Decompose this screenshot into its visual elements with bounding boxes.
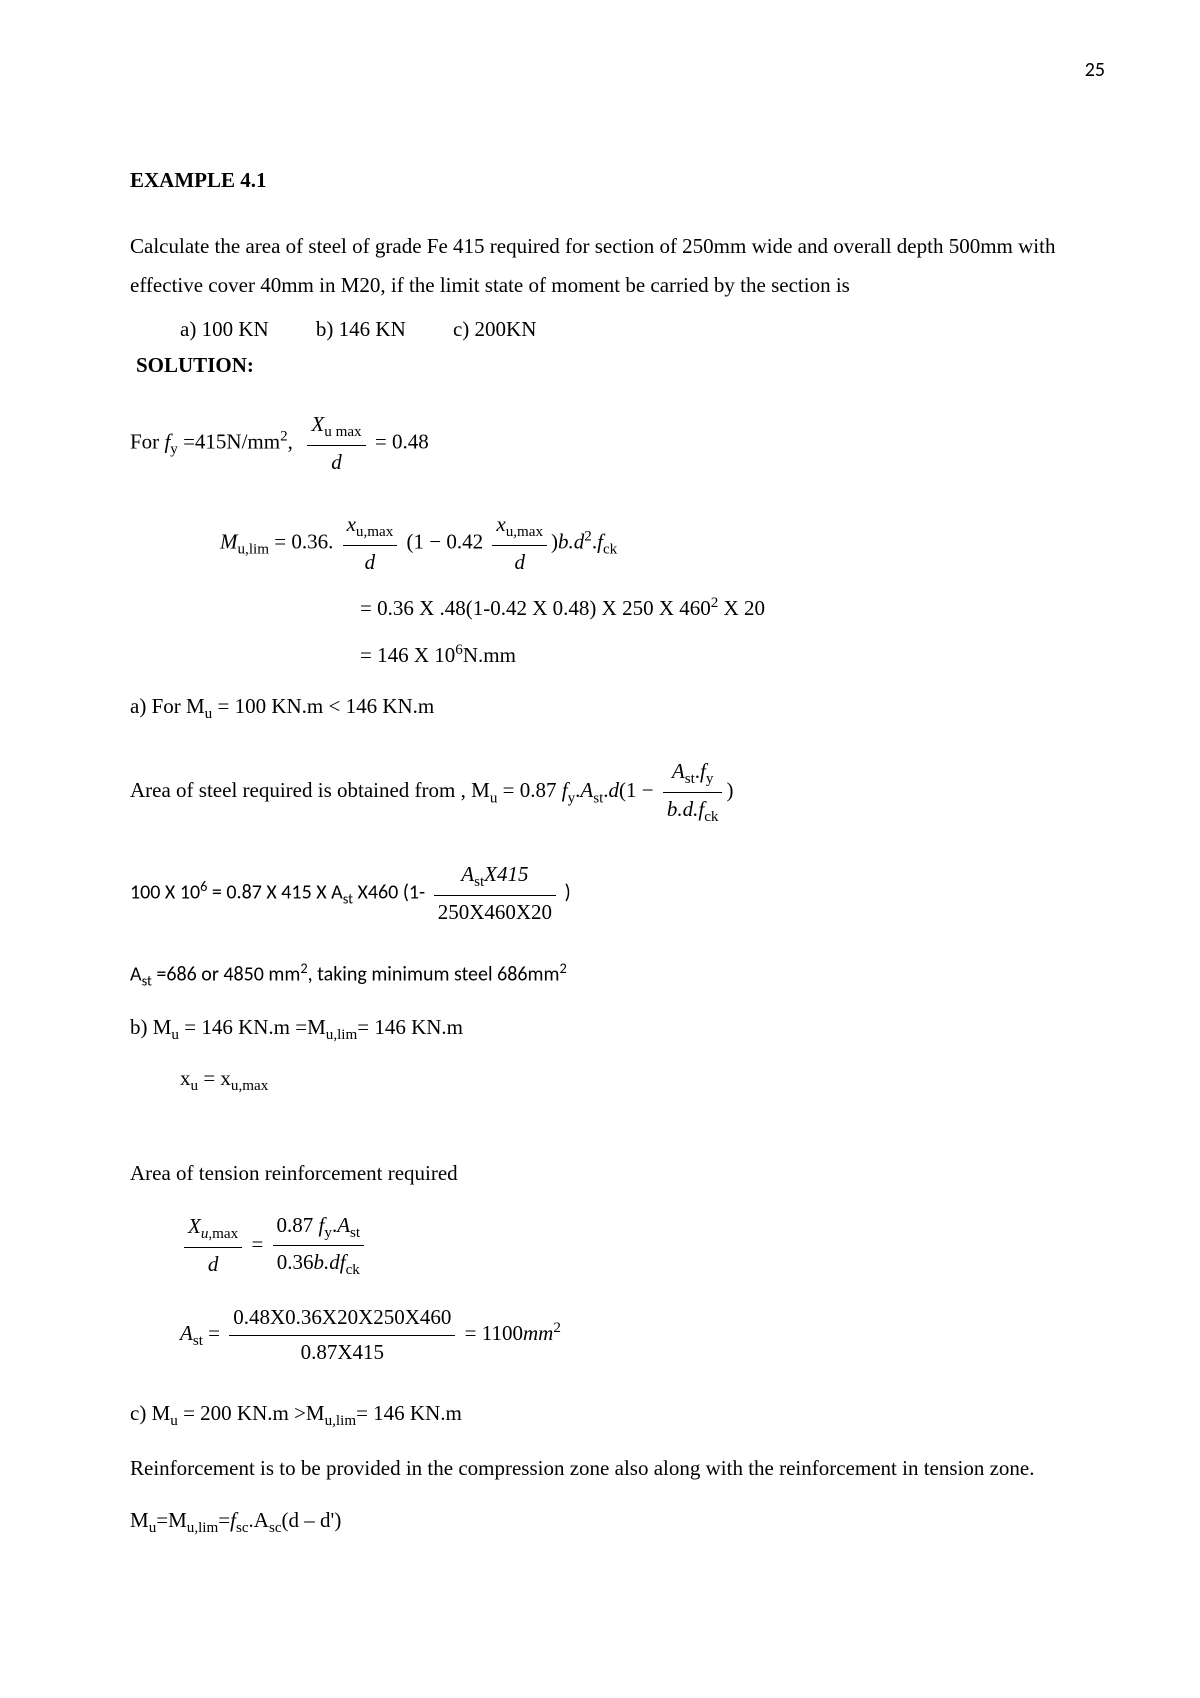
page: 25 EXAMPLE 4.1 Calculate the area of ste… [0, 0, 1200, 1698]
part-b-tail: = 146 KN.m [357, 1015, 463, 1039]
part-b-pre: b) M [130, 1015, 171, 1039]
part-b-mid: = 146 KN.m =M [179, 1015, 326, 1039]
ast-result-pre: A [130, 963, 142, 987]
part-c-line: c) Mu = 200 KN.m >Mu,lim= 146 KN.m [130, 1398, 1070, 1433]
area-steel-pre: Area of steel required is obtained from … [130, 778, 490, 802]
page-number: 25 [1085, 55, 1105, 85]
option-b: b) 146 KN [316, 317, 406, 341]
xu-num2: x [496, 512, 505, 536]
fy-rhs: = 0.48 [375, 430, 429, 454]
problem-line-1: Calculate the area of steel of grade Fe … [130, 234, 1055, 258]
bd2-pre: ) [551, 529, 558, 553]
eq100-tail: ) [565, 880, 571, 904]
xu-mid: = x [198, 1066, 231, 1090]
ast-calc-den: 0.87X415 [229, 1336, 455, 1369]
final-tail: (d – d') [282, 1508, 342, 1532]
ast-calc-result: 1100 [482, 1321, 523, 1345]
bd2: b.d [558, 529, 584, 553]
mulim-036: = 0.36. [274, 529, 333, 553]
solution-label: SOLUTION: [136, 350, 1070, 382]
part-c-mid: = 200 KN.m >M [178, 1401, 325, 1425]
mulim-result2-pre: = 146 X 10 [360, 643, 455, 667]
xu-sub1: u,max [356, 524, 393, 540]
xumax-den2: d [184, 1248, 242, 1281]
part-c-tail: = 146 KN.m [356, 1401, 462, 1425]
ast-calc-line: Ast = 0.48X0.36X20X250X460 0.87X415 = 11… [180, 1302, 1070, 1368]
mulim-eq-2: = 0.36 X .48(1-0.42 X 0.48) X 250 X 4602… [360, 592, 1070, 625]
frac415-mid: X415 [484, 862, 528, 886]
xumax-num2: X [188, 1214, 201, 1238]
option-a: a) 100 KN [180, 317, 269, 341]
xu-den1: d [343, 546, 398, 579]
eq100-pre: 100 X 10 [130, 880, 200, 904]
example-title: EXAMPLE 4.1 [130, 165, 1070, 197]
mulim-eq-1: Mu,lim = 0.36. xu,max d (1 − 0.42 xu,max… [220, 509, 1070, 578]
den036: 0.36 [277, 1250, 314, 1274]
xu-line: xu = xu,max [180, 1063, 1070, 1098]
ast-result-tail: , taking minimum steel 686mm [308, 963, 560, 987]
one-minus: (1 − 0.42 [407, 529, 484, 553]
xu-num1: x [347, 512, 356, 536]
final-mid2: = [218, 1508, 230, 1532]
xumax-sub: u max [324, 424, 361, 440]
ast-calc-num: 0.48X0.36X20X250X460 [229, 1302, 455, 1336]
xumax-num: X [311, 412, 324, 436]
frac415-pre: A [461, 862, 474, 886]
area-087: 0.87 [520, 778, 557, 802]
eq100-mid2: X460 (1- [353, 880, 430, 904]
fy-mid: =415N/mm [178, 430, 280, 454]
xu-sub2: u,max [506, 524, 543, 540]
part-a-pre: a) For M [130, 694, 205, 718]
ast-num-sub: st [685, 771, 695, 787]
xu-den2: d [492, 546, 547, 579]
ast-sub1: st [593, 790, 603, 806]
d1: d [609, 778, 620, 802]
final-pre: M [130, 1508, 149, 1532]
ast-result-mid: =686 or 4850 mm [152, 963, 300, 987]
fy-num-sub: y [706, 771, 714, 787]
bdfck: b.d.f [667, 797, 704, 821]
mulim-result1: = 0.36 X .48(1-0.42 X 0.48) X 250 X 460 [360, 596, 711, 620]
final-eq-line: Mu=Mu,lim=fsc.Asc(d – d') [130, 1505, 1070, 1540]
problem-statement: Calculate the area of steel of grade Fe … [130, 227, 1070, 307]
part-a-line: a) For Mu = 100 KN.m < 146 KN.m [130, 691, 1070, 726]
problem-line-2: effective cover 40mm in M20, if the limi… [130, 273, 850, 297]
option-c: c) 200KN [453, 317, 536, 341]
ast-num: A [672, 759, 685, 783]
num087: 0.87 [277, 1213, 314, 1237]
mulim-result2-tail: N.mm [463, 643, 516, 667]
ast1: A [580, 778, 593, 802]
mulim-sub: u,lim [238, 541, 269, 557]
mulim-lhs: M [220, 529, 238, 553]
fy-line: For fy =415N/mm2, Xu max d = 0.48 [130, 409, 1070, 478]
part-a-rest: = 100 KN.m < 146 KN.m [212, 694, 434, 718]
options-row: a) 100 KN b) 146 KN c) 200KN [180, 314, 1070, 346]
xumax-den: d [307, 446, 365, 479]
fy-prefix: For [130, 430, 164, 454]
bdfck2: b.df [314, 1250, 346, 1274]
area-steel-eq-pre: = [497, 778, 519, 802]
final-mid1: =M [156, 1508, 187, 1532]
part-c-pre: c) M [130, 1401, 170, 1425]
tension-reinf-label: Area of tension reinforcement required [130, 1158, 1070, 1190]
ast-result-line: Ast =686 or 4850 mm2, taking minimum ste… [130, 958, 1070, 992]
frac415-den: 250X460X20 [434, 896, 556, 929]
mulim-block: Mu,lim = 0.36. xu,max d (1 − 0.42 xu,max… [220, 509, 1070, 671]
mulim-eq-3: = 146 X 106N.mm [360, 639, 1070, 672]
eq-100: 100 X 106 = 0.87 X 415 X Ast X460 (1- As… [130, 859, 1070, 928]
xumax-over-d-eq: Xu,max d = 0.87 fy.Ast 0.36b.dfck [180, 1210, 1070, 1283]
fy-sub1: y [568, 790, 576, 806]
final-mid3: .A [249, 1508, 269, 1532]
area-steel-line: Area of steel required is obtained from … [130, 756, 1070, 829]
xu-pre: x [180, 1066, 191, 1090]
part-b-line: b) Mu = 146 KN.m =Mu,lim= 146 KN.m [130, 1012, 1070, 1047]
reinf-comp-line: Reinforcement is to be provided in the c… [130, 1453, 1070, 1485]
one-minus-p: (1 − [619, 778, 654, 802]
fck-sub: ck [603, 541, 617, 557]
eq100-mid: = 0.87 X 415 X A [207, 880, 342, 904]
mulim-result1-tail: X 20 [718, 596, 765, 620]
bdfck-sub: ck [704, 809, 718, 825]
